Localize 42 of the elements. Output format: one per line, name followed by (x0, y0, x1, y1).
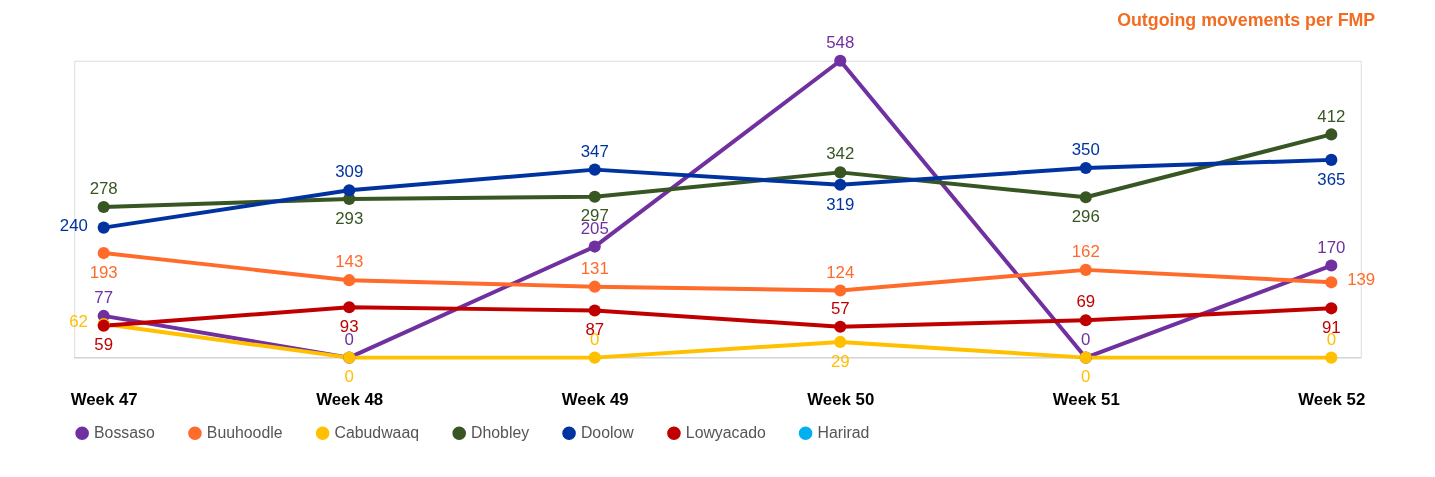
data-label: 162 (1071, 242, 1100, 262)
data-label: 296 (1071, 207, 1100, 227)
data-label: 131 (580, 258, 609, 278)
data-label: 193 (89, 262, 118, 282)
legend-label: Harirad (817, 424, 870, 442)
chart-title: Outgoing movements per FMP (1117, 10, 1376, 31)
legend-label: Buuhoodle (206, 424, 283, 442)
x-tick-label: Week 49 (561, 389, 629, 409)
data-label: 77 (94, 288, 114, 308)
data-label: 319 (826, 194, 855, 214)
x-tick-label: Week 48 (316, 389, 384, 409)
data-label: 170 (1317, 237, 1346, 257)
data-label: 0 (1081, 367, 1091, 387)
data-label: 0 (344, 367, 354, 387)
data-label: 69 (1076, 292, 1096, 312)
data-label: 0 (1081, 329, 1091, 349)
x-tick-label: Week 50 (807, 389, 875, 409)
legend-label: Lowyacado (685, 424, 767, 442)
x-tick-label: Week 51 (1052, 389, 1120, 409)
data-label: 57 (830, 298, 850, 318)
x-tick-label: Week 47 (70, 389, 138, 409)
data-label: 29 (830, 351, 850, 371)
data-label: 412 (1317, 106, 1346, 126)
data-label: 59 (94, 335, 114, 355)
data-label: 365 (1317, 169, 1346, 189)
data-label: 124 (826, 262, 855, 282)
legend-label: Doolow (580, 424, 635, 442)
legend-label: Dhobley (471, 424, 530, 442)
data-label: 309 (335, 162, 364, 182)
x-tick-label: Week 52 (1298, 389, 1366, 409)
legend-label: Cabudwaaq (334, 424, 419, 442)
data-label: 62 (69, 312, 88, 332)
data-label: 293 (335, 208, 364, 228)
data-label: 240 (59, 215, 88, 235)
data-label: 347 (580, 141, 609, 161)
data-label: 143 (335, 252, 364, 272)
data-label: 548 (826, 32, 855, 52)
data-label: 342 (826, 144, 855, 164)
data-label: 278 (89, 179, 118, 199)
data-label: 350 (1071, 140, 1100, 160)
data-label: 139 (1347, 270, 1376, 290)
legend-label: Bossaso (94, 424, 155, 442)
